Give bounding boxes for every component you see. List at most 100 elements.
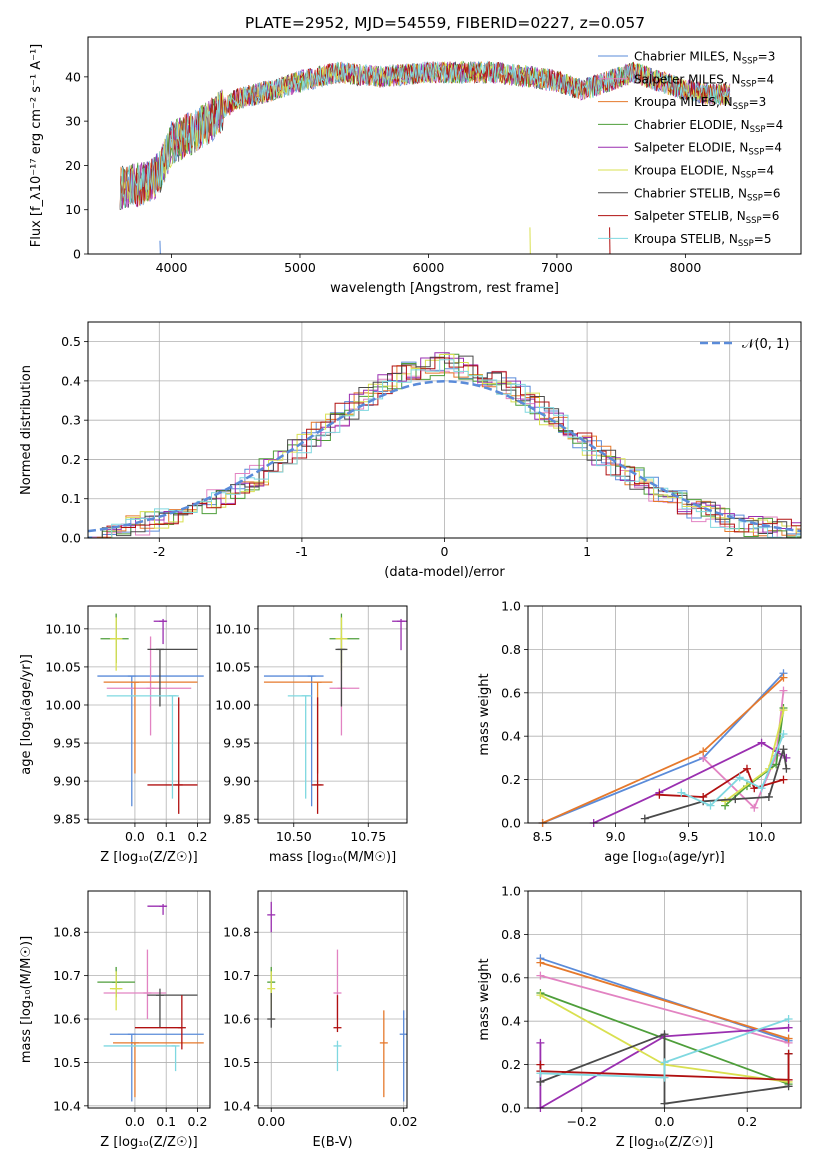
weight-series <box>540 1018 789 1079</box>
axes-frame <box>87 36 802 255</box>
tick-label-y: 9.95 <box>223 736 251 751</box>
tick-label-y: 1.0 <box>501 599 521 614</box>
tick-label-y: 9.85 <box>223 812 251 827</box>
tick-label-x: 0.0 <box>125 829 145 844</box>
tick-label-x: 0 <box>441 544 449 559</box>
weight-marker <box>779 745 788 754</box>
weight-marker <box>731 795 740 804</box>
weight-series <box>540 974 789 1044</box>
tick-label-y: 10.5 <box>223 1055 251 1070</box>
tick-label-y: 0.8 <box>501 927 521 942</box>
legend-label: Salpeter MILES, NSSP=4 <box>634 72 774 89</box>
weight-marker <box>779 775 788 784</box>
weight-marker <box>655 790 664 799</box>
tick-label-y: 0.3 <box>61 413 81 428</box>
tick-label-y: 10.5 <box>53 1055 81 1070</box>
legend-label: Chabrier ELODIE, NSSP=4 <box>634 118 783 135</box>
axis-label-x: Z [log₁₀(Z/Z☉)] <box>100 1135 197 1150</box>
tick-label-y: 10.7 <box>53 968 81 983</box>
tick-label-x: 0.2 <box>737 1114 757 1129</box>
weight-marker <box>699 792 708 801</box>
axes-mass_vs_ebv: 0.00 0.02 10.4 10.5 10.6 10.7 10.8 E(B-V) <box>223 890 418 1150</box>
tick-label-x: 0.00 <box>257 1114 285 1129</box>
weight-marker <box>536 958 545 967</box>
tick-label-x: 0.0 <box>655 1114 675 1129</box>
weight-marker <box>660 1099 669 1108</box>
tick-label-y: 0.1 <box>61 491 81 506</box>
tick-label-y: 40 <box>65 69 81 84</box>
legend-label: Kroupa ELODIE, NSSP=4 <box>634 164 774 181</box>
tick-label-y: 10.00 <box>215 697 251 712</box>
tick-label-y: 0.4 <box>501 729 521 744</box>
tick-label-y: 30 <box>65 114 81 129</box>
tick-label-y: 0.4 <box>61 373 81 388</box>
axis-label-y: Flux [f_λ10⁻¹⁷ erg cm⁻² s⁻¹ A⁻¹] <box>29 44 44 248</box>
weight-marker <box>784 1034 793 1043</box>
weight-marker <box>536 971 545 980</box>
tick-label-x: 5000 <box>284 260 316 275</box>
weight-marker <box>536 991 545 1000</box>
tick-label-x: 0.2 <box>188 1114 208 1129</box>
tick-label-y: 1.0 <box>501 884 521 899</box>
weight-series <box>540 961 789 1040</box>
tick-label-x: 0.02 <box>390 1114 418 1129</box>
tick-label-y: 0.2 <box>61 452 81 467</box>
axis-label-y: mass weight <box>477 673 492 755</box>
weight-marker <box>536 1077 545 1086</box>
axes-age_vs_Z: 0.0 0.1 0.2 9.85 9.90 9.95 10.00 10.05 10.10 Z [l… <box>19 605 211 865</box>
tick-label-y: 10.4 <box>53 1098 81 1113</box>
tick-label-x: 6000 <box>413 260 445 275</box>
tick-label-y: 10.6 <box>53 1012 81 1027</box>
tick-label-y: 10.8 <box>223 925 251 940</box>
legend-spectrum: Chabrier MILES, NSSP=3 Salpeter MILES, NS… <box>598 50 783 249</box>
histogram-series <box>88 359 801 538</box>
legend-label: Salpeter STELIB, NSSP=6 <box>634 209 779 226</box>
axes-frame <box>87 605 211 824</box>
tick-label-y: 0.2 <box>501 772 521 787</box>
axes-mass_vs_Z: 0.0 0.1 0.2 10.4 10.5 10.6 10.7 10.8 Z [log₁₀(Z/… <box>19 890 211 1150</box>
axes-spectrum: 4000 5000 6000 7000 8000 0 10 20 30 40 wavelength … <box>29 36 802 296</box>
axis-label-x: Z [log₁₀(Z/Z☉)] <box>100 850 197 865</box>
spectrum-line <box>119 61 731 210</box>
weight-marker <box>782 753 791 762</box>
weight-marker <box>784 1049 793 1058</box>
axes-weight_vs_age: 8.5 9.0 9.5 10.0 0.0 0.2 0.4 0.6 0.8 1.0 age [log₁… <box>477 599 802 865</box>
tick-label-y: 20 <box>65 158 81 173</box>
weight-marker <box>750 803 759 812</box>
axes-frame <box>87 321 802 539</box>
weight-marker <box>784 1023 793 1032</box>
legend-label: Kroupa MILES, NSSP=3 <box>634 95 766 112</box>
tick-label-x: 8.5 <box>533 829 553 844</box>
weight-marker <box>779 673 788 682</box>
weight-series <box>540 957 789 1042</box>
tick-label-x: 0.0 <box>125 1114 145 1129</box>
axis-label-y: mass weight <box>477 958 492 1040</box>
legend-label: 𝒩(0, 1) <box>742 337 789 352</box>
tick-label-y: 0.6 <box>501 970 521 985</box>
axes-frame <box>527 890 802 1109</box>
tick-label-x: 10.75 <box>350 829 386 844</box>
tick-label-x: 10.50 <box>276 829 312 844</box>
weight-marker <box>536 1038 545 1047</box>
axes-layer: 4000 5000 6000 7000 8000010203040wavelength … <box>19 36 802 1150</box>
axis-label-x: mass [log₁₀(M/M☉)] <box>269 850 396 865</box>
tick-label-x: 8000 <box>669 260 701 275</box>
weight-marker <box>735 773 744 782</box>
tick-label-x: 9.0 <box>606 829 626 844</box>
axes-frame <box>87 890 211 1109</box>
axis-label-y: Normed distribution <box>19 365 34 495</box>
weight-marker <box>677 788 686 797</box>
tick-label-y: 0.0 <box>501 816 521 831</box>
axes-frame <box>257 890 408 1109</box>
axis-label-x: E(B-V) <box>312 1135 352 1150</box>
weight-marker <box>536 1069 545 1078</box>
tick-label-y: 9.85 <box>53 812 81 827</box>
tick-label-x: -2 <box>153 544 165 559</box>
tick-label-x: 0.1 <box>156 1114 176 1129</box>
tick-label-y: 0.0 <box>501 1101 521 1116</box>
axis-label-y: mass [log₁₀(M/M☉)] <box>19 936 34 1063</box>
weight-marker <box>757 784 766 793</box>
weight-marker <box>764 792 773 801</box>
tick-label-y: 9.95 <box>53 736 81 751</box>
axis-label-x: wavelength [Angstrom, rest frame] <box>330 281 559 296</box>
